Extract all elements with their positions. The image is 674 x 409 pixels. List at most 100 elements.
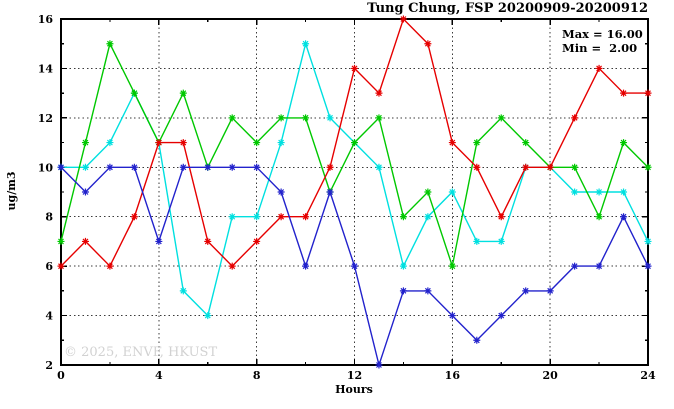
data-point-marker	[399, 15, 407, 23]
y-tick-label: 4	[45, 310, 53, 323]
data-point-marker	[57, 237, 65, 245]
x-tick-label: 24	[640, 369, 656, 382]
data-point-marker	[277, 114, 285, 122]
data-point-marker	[228, 213, 236, 221]
data-point-marker	[522, 163, 530, 171]
data-point-marker	[644, 237, 652, 245]
data-point-marker	[253, 139, 261, 147]
data-point-marker	[620, 89, 628, 97]
data-point-marker	[302, 262, 310, 270]
data-point-marker	[448, 262, 456, 270]
data-point-marker	[179, 163, 187, 171]
data-point-marker	[473, 163, 481, 171]
plot-frame	[60, 18, 649, 366]
data-point-marker	[179, 139, 187, 147]
data-point-marker	[473, 336, 481, 344]
data-point-marker	[179, 287, 187, 295]
data-point-marker	[204, 312, 212, 320]
data-point-marker	[546, 287, 554, 295]
data-point-marker	[595, 262, 603, 270]
watermark: © 2025, ENVF, HKUST	[64, 345, 217, 360]
data-point-marker	[155, 237, 163, 245]
data-point-marker	[277, 213, 285, 221]
data-point-marker	[253, 237, 261, 245]
data-point-marker	[204, 163, 212, 171]
y-tick-label: 14	[38, 62, 54, 75]
data-point-marker	[204, 237, 212, 245]
data-point-marker	[351, 64, 358, 72]
data-point-marker	[106, 262, 114, 270]
data-point-marker	[253, 213, 261, 221]
data-point-marker	[571, 262, 579, 270]
data-point-marker	[155, 139, 163, 147]
data-point-marker	[130, 213, 138, 221]
data-point-marker	[473, 139, 481, 147]
data-point-marker	[424, 188, 432, 196]
data-point-marker	[497, 312, 505, 320]
x-tick-label: 4	[155, 369, 163, 382]
y-tick-label: 16	[38, 13, 54, 26]
data-point-marker	[448, 188, 456, 196]
data-point-marker	[497, 237, 505, 245]
data-point-marker	[375, 114, 383, 122]
data-point-marker	[326, 163, 334, 171]
data-point-marker	[106, 40, 114, 48]
data-point-marker	[522, 139, 530, 147]
series-green-line	[60, 41, 649, 269]
data-point-marker	[375, 89, 383, 97]
y-tick-label: 12	[38, 112, 53, 125]
data-point-marker	[179, 89, 187, 97]
max-annotation: Max = 16.00	[562, 27, 643, 41]
data-point-marker	[81, 163, 89, 171]
data-point-marker	[399, 262, 407, 270]
y-tick-label: 8	[45, 211, 53, 224]
data-point-marker	[253, 163, 261, 171]
data-point-marker	[375, 361, 383, 369]
data-point-marker	[81, 237, 89, 245]
data-point-marker	[595, 64, 603, 72]
data-point-marker	[620, 188, 628, 196]
x-tick-label: 0	[57, 369, 65, 382]
data-point-marker	[326, 188, 334, 196]
data-point-marker	[302, 114, 310, 122]
series-blue	[57, 163, 652, 369]
chart-title: Tung Chung, FSP 20200909-20200912	[367, 1, 648, 16]
data-point-marker	[497, 114, 505, 122]
data-point-marker	[57, 262, 65, 270]
data-point-marker	[595, 188, 603, 196]
data-point-marker	[644, 89, 652, 97]
data-point-marker	[644, 262, 652, 270]
data-point-marker	[473, 237, 481, 245]
data-point-marker	[228, 262, 236, 270]
data-point-marker	[302, 40, 310, 48]
data-point-marker	[399, 287, 407, 295]
data-point-marker	[448, 139, 456, 147]
data-point-marker	[620, 213, 628, 221]
x-axis-label: Hours	[335, 383, 373, 396]
x-tick-label: 8	[253, 369, 261, 382]
data-point-marker	[571, 163, 579, 171]
series-red-markers	[57, 15, 652, 270]
data-point-marker	[644, 163, 652, 171]
data-point-marker	[424, 287, 432, 295]
x-tick-label: 20	[543, 369, 559, 382]
data-point-marker	[277, 188, 285, 196]
min-annotation: Min = 2.00	[562, 41, 637, 55]
x-tick-label: 12	[347, 369, 362, 382]
data-point-marker	[106, 163, 114, 171]
data-point-marker	[448, 312, 456, 320]
data-point-marker	[326, 114, 334, 122]
data-point-marker	[571, 114, 579, 122]
data-point-marker	[81, 188, 89, 196]
data-point-marker	[130, 89, 138, 97]
data-point-marker	[399, 213, 407, 221]
data-point-marker	[375, 163, 383, 171]
data-point-marker	[302, 213, 310, 221]
data-point-marker	[277, 139, 285, 147]
data-series	[57, 15, 652, 369]
data-point-marker	[81, 139, 89, 147]
data-point-marker	[57, 163, 65, 171]
